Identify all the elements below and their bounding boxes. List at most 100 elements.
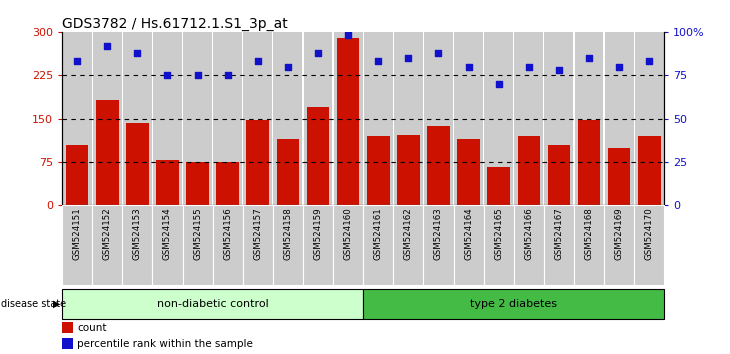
Point — [372, 58, 384, 64]
Bar — [393, 205, 423, 285]
Bar — [453, 32, 484, 205]
Point — [523, 64, 534, 69]
Bar — [242, 205, 273, 285]
Bar — [186, 162, 209, 205]
Bar — [122, 32, 123, 205]
Point — [433, 50, 445, 56]
Bar — [273, 205, 303, 285]
Text: GSM524165: GSM524165 — [494, 208, 503, 261]
Text: GSM524154: GSM524154 — [163, 208, 172, 261]
Bar — [518, 136, 540, 205]
Bar — [457, 139, 480, 205]
Text: GSM524170: GSM524170 — [645, 208, 654, 261]
Bar — [573, 32, 575, 205]
Point — [312, 50, 324, 56]
Bar — [156, 160, 179, 205]
Text: GSM524155: GSM524155 — [193, 208, 202, 261]
Point — [493, 81, 504, 87]
Bar — [123, 32, 153, 205]
Bar — [337, 38, 359, 205]
Text: GSM524152: GSM524152 — [103, 208, 112, 261]
Text: GSM524162: GSM524162 — [404, 208, 413, 261]
Bar — [153, 205, 182, 285]
Text: count: count — [77, 323, 107, 333]
Bar — [277, 139, 299, 205]
Bar — [212, 32, 242, 205]
Text: GSM524169: GSM524169 — [615, 208, 623, 260]
Bar — [303, 205, 333, 285]
Bar — [272, 32, 274, 205]
Point — [282, 64, 293, 69]
Bar — [364, 205, 393, 285]
Text: GSM524153: GSM524153 — [133, 208, 142, 261]
Bar — [333, 32, 364, 205]
Bar — [307, 107, 329, 205]
Point — [613, 64, 625, 69]
Bar — [242, 32, 273, 205]
Bar — [247, 120, 269, 205]
Bar — [303, 32, 333, 205]
Bar — [604, 32, 634, 205]
Bar — [634, 32, 664, 205]
Bar — [604, 205, 634, 285]
Bar — [62, 205, 92, 285]
Bar — [608, 148, 631, 205]
Bar — [544, 32, 574, 205]
Bar — [62, 32, 92, 205]
Bar — [302, 32, 304, 205]
Text: GSM524161: GSM524161 — [374, 208, 383, 261]
Bar — [638, 136, 661, 205]
Bar — [96, 99, 118, 205]
Bar — [62, 289, 364, 319]
Bar — [634, 32, 635, 205]
Bar — [333, 205, 364, 285]
Bar — [544, 205, 574, 285]
Bar — [212, 32, 213, 205]
Point — [643, 58, 655, 64]
Bar — [423, 205, 453, 285]
Point — [553, 67, 565, 73]
Bar — [66, 144, 88, 205]
Bar — [488, 167, 510, 205]
Text: GDS3782 / Hs.61712.1.S1_3p_at: GDS3782 / Hs.61712.1.S1_3p_at — [62, 17, 288, 31]
Bar — [364, 289, 664, 319]
Text: GSM524163: GSM524163 — [434, 208, 443, 261]
Bar — [397, 135, 420, 205]
Bar — [367, 136, 390, 205]
Point — [101, 43, 113, 48]
Bar — [216, 162, 239, 205]
Bar — [574, 205, 604, 285]
Text: percentile rank within the sample: percentile rank within the sample — [77, 339, 253, 349]
Bar — [634, 205, 664, 285]
Bar — [514, 32, 544, 205]
Point — [252, 58, 264, 64]
Bar — [212, 205, 242, 285]
Bar — [332, 32, 334, 205]
Point — [192, 73, 204, 78]
Bar — [92, 32, 123, 205]
Bar — [152, 32, 153, 205]
Bar — [453, 32, 454, 205]
Text: GSM524156: GSM524156 — [223, 208, 232, 261]
Bar — [543, 32, 545, 205]
Bar — [126, 123, 149, 205]
Bar — [364, 32, 393, 205]
Bar — [453, 205, 484, 285]
Text: GSM524159: GSM524159 — [313, 208, 323, 260]
Bar — [483, 32, 484, 205]
Point — [342, 33, 354, 38]
Text: GSM524164: GSM524164 — [464, 208, 473, 261]
Bar — [393, 32, 394, 205]
Bar — [182, 32, 183, 205]
Point — [222, 73, 234, 78]
Bar — [393, 32, 423, 205]
Bar — [92, 205, 123, 285]
Point — [131, 50, 143, 56]
Bar — [484, 32, 514, 205]
Text: ▶: ▶ — [53, 298, 60, 309]
Point — [161, 73, 173, 78]
Bar — [363, 32, 364, 205]
Bar — [548, 144, 570, 205]
Bar — [123, 205, 153, 285]
Text: GSM524166: GSM524166 — [524, 208, 534, 261]
